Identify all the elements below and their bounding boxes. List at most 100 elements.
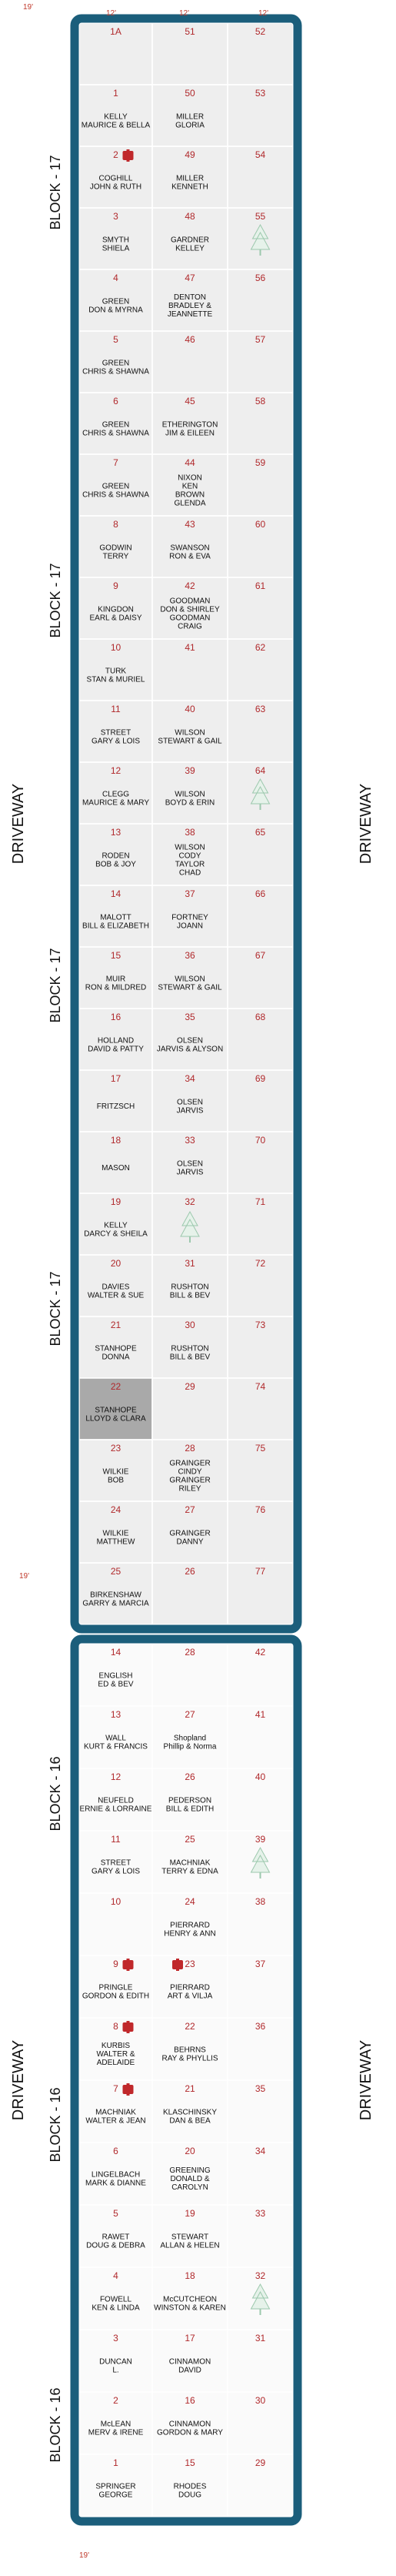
plot-number: 10: [111, 1896, 121, 1907]
plot-number: 5: [113, 2208, 118, 2219]
plot-name: OLSEN: [177, 1037, 203, 1045]
plot-name: WALTER & SUE: [88, 1292, 145, 1300]
plot-number: 68: [255, 1012, 266, 1022]
plot-name: GREEN: [102, 421, 130, 430]
plot-number: 20: [111, 1258, 121, 1269]
plot-name: TERRY: [103, 553, 129, 561]
plot-number: 3: [113, 2333, 118, 2343]
plot: 32: [151, 1193, 228, 1256]
plot-name: SHIELA: [102, 245, 130, 253]
marker-icon-detail: [126, 2021, 130, 2033]
plot-number: 39: [185, 765, 195, 776]
plot-name: BEHRNS: [174, 2046, 206, 2055]
block-border: [70, 14, 302, 1634]
plot-name: ART & VILJA: [168, 1992, 213, 2001]
plot-number: 28: [185, 1443, 195, 1454]
plot-number: 48: [185, 211, 195, 222]
dimension-label: 19': [79, 2551, 89, 2560]
plot-number: 38: [255, 1896, 266, 1907]
plot-number: 42: [185, 580, 195, 591]
plot-name: GLENDA: [174, 500, 205, 508]
block-label: BLOCK - 16: [48, 1756, 63, 1831]
plot-name: KEN: [182, 483, 198, 491]
plot-number: 16: [185, 2395, 195, 2406]
plot-name: KELLY: [104, 113, 128, 122]
dimension-label: 19': [19, 1572, 29, 1581]
plot-name: NEUFELD: [98, 1797, 134, 1805]
plot-name: STREET: [101, 1859, 131, 1868]
plot-name: CHRIS & SHAWNA: [82, 430, 149, 438]
plot-number: 2: [113, 149, 118, 160]
plot-cell: [227, 1562, 294, 1625]
plot-name: MAURICE & MARY: [82, 799, 149, 808]
plot-name: SPRINGER: [95, 2483, 135, 2491]
plot-name: DAVIES: [102, 1283, 130, 1292]
plot-number: 1A: [110, 26, 121, 37]
plot-name: WILSON: [175, 975, 205, 984]
plot-number: 53: [255, 88, 266, 99]
plot-name: WALL: [105, 1735, 126, 1743]
plot-name: DAN & BEA: [169, 2117, 211, 2126]
plot-number: 34: [185, 1073, 195, 1084]
plot-number: 11: [111, 704, 121, 714]
plot-name: RILEY: [179, 1485, 201, 1494]
plot-number: 59: [255, 457, 266, 468]
plot-number: 29: [185, 1381, 195, 1392]
plot-name: WALTER &: [96, 2050, 135, 2059]
plot-name: STEWART: [171, 2233, 208, 2242]
plot-number: 25: [185, 1834, 195, 1845]
plot-name: CRAIG: [178, 623, 202, 631]
plot-name: Phillip & Norma: [164, 1743, 217, 1751]
plot-name: BOYD & ERIN: [165, 799, 215, 808]
plot-number: 36: [255, 2021, 266, 2032]
plot-name: RUSHTON: [171, 1283, 208, 1292]
plot-number: 40: [255, 1771, 266, 1782]
plot-number: 10: [111, 642, 121, 653]
plot-name: MILLER: [176, 175, 204, 183]
block-label: BLOCK - 17: [48, 948, 63, 1022]
plot-name: DENTON: [174, 293, 206, 302]
plot-name: DUNCAN: [99, 2358, 132, 2367]
plot-name: GRAINGER: [169, 1530, 210, 1538]
block-label: BLOCK - 16: [48, 2387, 63, 2462]
plot-name: WILSON: [175, 844, 205, 852]
plot-number: 49: [185, 149, 195, 160]
plot-name: LLOYD & CLARA: [85, 1415, 146, 1423]
plot-name: BILL & BEV: [170, 1353, 211, 1362]
plot-name: JARVIS: [177, 1169, 204, 1177]
plot-number: 24: [185, 1896, 195, 1907]
marker-icon-detail: [126, 149, 130, 162]
plot-name: PIERRARD: [170, 1922, 210, 1930]
plot-name: EARL & DAISY: [90, 614, 142, 623]
plot-number: 6: [113, 2146, 118, 2156]
plot-name: GORDON & EDITH: [82, 1992, 149, 2001]
plot-name: KELLEY: [175, 245, 205, 253]
plot-name: RON & EVA: [169, 553, 211, 561]
plot-number: 11: [111, 1834, 121, 1845]
plot-number: 56: [255, 273, 266, 283]
plot-name: DOUG: [178, 2491, 201, 2500]
plot-name: MACHNIAK: [170, 1859, 211, 1868]
plot-number: 13: [111, 827, 121, 838]
plot-name: MACHNIAK: [95, 2109, 136, 2117]
plot-number: 72: [255, 1258, 266, 1269]
plot-number: 17: [185, 2333, 195, 2343]
plot-name: DOUG & DEBRA: [86, 2242, 145, 2250]
plot-name: TAYLOR: [175, 861, 205, 869]
plot-number: 5: [113, 334, 118, 345]
plot-name: KURT & FRANCIS: [84, 1743, 148, 1751]
plot-number: 67: [255, 950, 266, 961]
plot-name: TERRY & EDNA: [161, 1868, 218, 1876]
plot-name: CINNAMON: [169, 2420, 211, 2429]
plot-number: 30: [185, 1320, 195, 1330]
dimension-label: 12': [106, 9, 116, 18]
plot-name: DON & MYRNA: [88, 306, 143, 315]
plot-number: 27: [185, 1504, 195, 1515]
driveway-label: DRIVEWAY: [10, 784, 27, 864]
plot-name: WINSTON & KAREN: [154, 2304, 226, 2313]
plot-name: ENGLISH: [99, 1672, 133, 1681]
plot-number: 71: [255, 1196, 266, 1207]
